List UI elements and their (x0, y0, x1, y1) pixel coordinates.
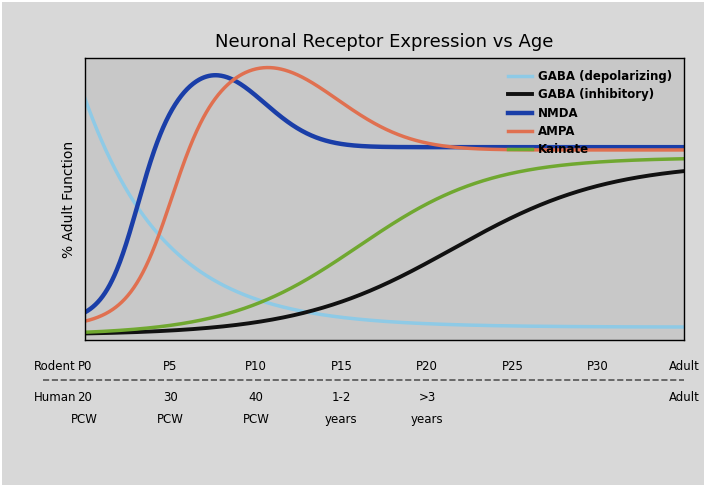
Text: 30: 30 (163, 391, 178, 404)
Text: Human: Human (34, 391, 76, 404)
Text: 1-2: 1-2 (332, 391, 351, 404)
Text: P30: P30 (587, 360, 609, 373)
Text: Rodent: Rodent (34, 360, 75, 373)
Text: PCW: PCW (157, 414, 183, 427)
Text: Adult: Adult (668, 391, 699, 404)
Text: 40: 40 (248, 391, 263, 404)
Text: P0: P0 (78, 360, 92, 373)
Text: P5: P5 (163, 360, 178, 373)
Text: P20: P20 (416, 360, 438, 373)
Text: P10: P10 (245, 360, 266, 373)
Text: 20: 20 (77, 391, 92, 404)
Legend: GABA (depolarizing), GABA (inhibitory), NMDA, AMPA, Kainate: GABA (depolarizing), GABA (inhibitory), … (503, 64, 678, 162)
Text: P25: P25 (502, 360, 524, 373)
Text: P15: P15 (331, 360, 352, 373)
Text: years: years (411, 414, 443, 427)
Y-axis label: % Adult Function: % Adult Function (62, 141, 76, 258)
Text: years: years (325, 414, 357, 427)
Title: Neuronal Receptor Expression vs Age: Neuronal Receptor Expression vs Age (215, 33, 553, 51)
Text: PCW: PCW (243, 414, 269, 427)
Text: >3: >3 (418, 391, 436, 404)
Text: Adult: Adult (668, 360, 699, 373)
Text: PCW: PCW (71, 414, 98, 427)
